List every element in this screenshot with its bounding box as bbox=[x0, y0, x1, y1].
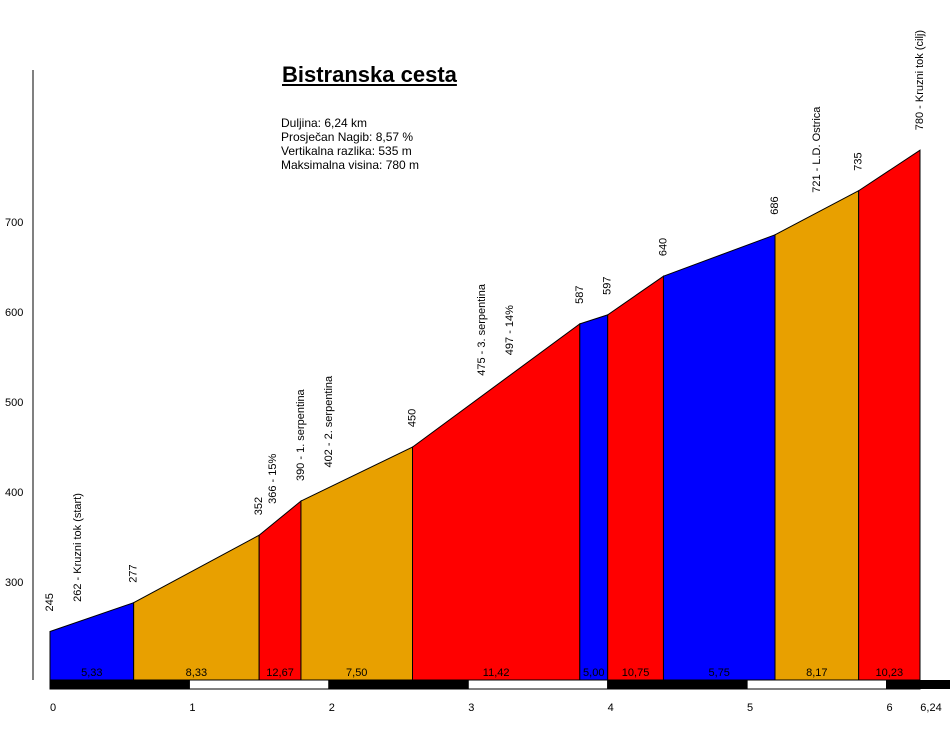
x-tick-label-6: 6 bbox=[886, 702, 892, 714]
elevation-annotation-10: 497 - 14% bbox=[504, 305, 516, 355]
km-block-6 bbox=[886, 679, 921, 690]
elevation-annotation-7: 402 - 2. serpentina bbox=[323, 375, 335, 468]
x-tick-label-5: 5 bbox=[747, 702, 753, 714]
segment-gradient-label-4: 7,50 bbox=[346, 667, 367, 679]
x-tick-label-3: 3 bbox=[468, 702, 474, 714]
route-stats: Duljina: 6,24 km Prosječan Nagib: 8,57 %… bbox=[281, 116, 419, 172]
y-tick-label-300: 300 bbox=[5, 577, 23, 589]
stat-avg-gradient: Prosječan Nagib: 8,57 % bbox=[281, 130, 414, 144]
segment-gradient-label-2: 8,33 bbox=[186, 667, 207, 679]
segment-area-7 bbox=[607, 275, 664, 681]
y-tick-label-400: 400 bbox=[5, 487, 23, 499]
segment-area-2 bbox=[133, 534, 260, 681]
elevation-annotation-6: 390 - 1. serpentina bbox=[295, 388, 307, 481]
segment-gradient-label-7: 10,75 bbox=[622, 667, 650, 679]
elevation-annotation-9: 475 - 3. serpentina bbox=[476, 283, 488, 376]
segment-area-10 bbox=[858, 149, 921, 681]
stat-max-elevation: Maksimalna visina: 780 m bbox=[281, 158, 420, 172]
elevation-annotation-2: 262 - Kruzni tok (start) bbox=[72, 493, 84, 602]
y-tick-label-700: 700 bbox=[5, 217, 23, 229]
y-tick-label-600: 600 bbox=[5, 307, 23, 319]
km-scale-bar: 0 1 2 3 4 5 6 6,24 bbox=[49, 679, 950, 714]
elevation-annotation-14: 686 bbox=[769, 196, 781, 214]
km-block-5 bbox=[746, 679, 888, 690]
segment-gradient-label-8: 5,75 bbox=[709, 667, 730, 679]
km-block-3 bbox=[467, 679, 609, 690]
segment-gradient-label-10: 10,23 bbox=[876, 667, 904, 679]
x-tick-label-2: 2 bbox=[329, 702, 335, 714]
segment-area-8 bbox=[662, 234, 776, 681]
stat-length: Duljina: 6,24 km bbox=[281, 116, 368, 130]
chart-title: Bistranska cesta bbox=[282, 62, 457, 87]
x-tick-label-1: 1 bbox=[189, 702, 195, 714]
segment-area-6 bbox=[579, 314, 609, 681]
km-block-end bbox=[920, 680, 950, 689]
x-tick-label-0: 0 bbox=[50, 702, 56, 714]
segment-area-4 bbox=[300, 446, 413, 681]
km-block-4 bbox=[607, 679, 748, 690]
km-block-0 bbox=[49, 679, 190, 690]
segment-gradient-label-1: 5,33 bbox=[81, 667, 102, 679]
elevation-annotation-17: 780 - Kruzni tok (cilj) bbox=[914, 30, 926, 130]
segment-areas: 5,33 8,33 12,67 7,50 11,42 5,00 10,75 5,75 8,17 1… bbox=[49, 149, 921, 681]
elevation-annotation-1: 245 bbox=[44, 593, 56, 611]
segment-gradient-label-5: 11,42 bbox=[483, 667, 510, 679]
segment-gradient-label-9: 8,17 bbox=[806, 667, 827, 679]
segment-gradient-label-3: 12,67 bbox=[266, 667, 294, 679]
elevation-annotation-3: 277 bbox=[128, 564, 140, 582]
y-axis: 300 400 500 600 700 bbox=[5, 70, 34, 680]
segment-gradient-label-6: 5,00 bbox=[583, 667, 604, 679]
elevation-annotation-8: 450 bbox=[407, 409, 419, 427]
segment-area-5 bbox=[412, 322, 581, 681]
elevation-annotation-12: 597 bbox=[602, 276, 614, 294]
segment-area-9 bbox=[774, 189, 860, 681]
x-tick-label-4: 4 bbox=[608, 702, 614, 714]
stat-vertical-difference: Vertikalna razlika: 535 m bbox=[281, 144, 412, 158]
elevation-annotation-4: 352 bbox=[253, 497, 265, 515]
km-block-1 bbox=[188, 679, 330, 690]
km-block-2 bbox=[328, 679, 469, 690]
y-tick-label-500: 500 bbox=[5, 397, 23, 409]
elevation-annotation-13: 640 bbox=[657, 238, 669, 256]
elevation-annotation-5: 366 - 15% bbox=[267, 453, 279, 503]
segment-area-3 bbox=[258, 499, 302, 681]
elevation-annotation-11: 587 bbox=[574, 285, 586, 303]
elevation-annotation-15: 721 - L.D. Ostrica bbox=[811, 106, 823, 193]
elevation-annotation-16: 735 bbox=[853, 152, 865, 170]
x-tick-label-7: 6,24 bbox=[920, 702, 941, 714]
